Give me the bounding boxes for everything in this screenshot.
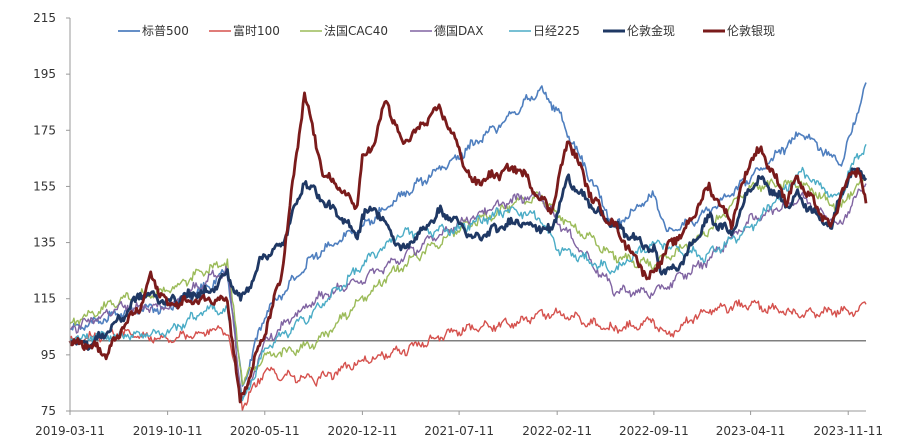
legend-label: 富时100 — [233, 23, 280, 38]
x-tick-label: 2020-12-11 — [328, 424, 398, 438]
y-tick-label: 175 — [33, 123, 56, 137]
y-tick-label: 135 — [33, 236, 56, 250]
x-tick-label: 2022-09-11 — [619, 424, 689, 438]
x-tick-label: 2020-05-11 — [230, 424, 300, 438]
y-tick-label: 115 — [33, 292, 56, 306]
series-line — [69, 144, 867, 402]
series-line — [69, 177, 867, 386]
x-tick-label: 2019-03-11 — [35, 424, 105, 438]
x-tick-label: 2023-04-11 — [716, 424, 786, 438]
series-line — [68, 91, 868, 404]
x-tick-label: 2023-11-11 — [813, 424, 883, 438]
series-line — [68, 167, 868, 351]
legend-label: 日经225 — [533, 24, 580, 38]
legend-label: 伦敦银现 — [727, 23, 775, 38]
x-axis: 2019-03-11 2019-10-11 2020-05-11 2020-12-11… — [35, 410, 883, 438]
x-tick-label: 2021-07-11 — [424, 424, 494, 438]
series-line — [69, 299, 867, 411]
plot-area — [68, 82, 868, 411]
legend-label: 法国CAC40 — [324, 24, 388, 38]
series-line — [69, 183, 867, 401]
y-axis: 75 95 115 135 155 175 195 215 — [33, 11, 71, 418]
legend-label: 伦敦金现 — [627, 23, 675, 38]
legend-label: 德国DAX — [434, 23, 483, 38]
y-tick-label: 195 — [33, 67, 56, 81]
y-tick-label: 75 — [41, 404, 56, 418]
x-tick-label: 2022-02-11 — [522, 424, 592, 438]
y-tick-label: 155 — [33, 179, 56, 193]
legend-label: 标普500 — [142, 24, 189, 38]
legend: 标普500 富时100 法国CAC40 德国DAX 日经225 伦敦金现 伦敦银现 — [118, 23, 775, 38]
x-tick-label: 2019-10-11 — [133, 424, 203, 438]
y-tick-label: 95 — [41, 348, 56, 362]
y-tick-label: 215 — [33, 11, 56, 25]
